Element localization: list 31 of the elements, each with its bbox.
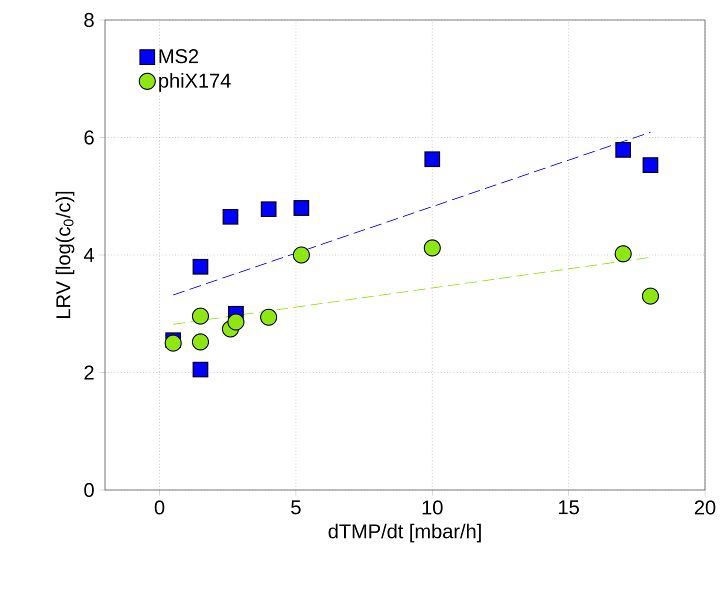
point (260, 308, 278, 326)
point (642, 157, 658, 173)
x-tick-label: 20 (694, 500, 716, 515)
x-tick-label: 0 (154, 500, 164, 515)
point (292, 246, 310, 264)
y-tick-label: 0 (84, 482, 94, 498)
point (615, 142, 632, 158)
legend-label: MS2 (160, 49, 198, 64)
point (222, 208, 238, 225)
point (192, 258, 208, 275)
point (164, 334, 182, 352)
point (192, 333, 209, 350)
point (192, 362, 208, 378)
legend-label: phiX174 (159, 73, 231, 92)
point (294, 200, 310, 216)
y-tick-label: 6 (84, 130, 94, 145)
x-tick-label: 15 (559, 500, 579, 514)
point (424, 151, 440, 168)
x-axis-title: dTMP/dt [mbar/h] (328, 524, 481, 542)
y-tick-label: 8 (84, 12, 94, 28)
point (260, 201, 277, 218)
point (192, 308, 209, 325)
x-tick-label: 10 (422, 500, 443, 515)
point (642, 288, 659, 305)
point (614, 245, 632, 262)
y-tick-label: 2 (84, 366, 94, 380)
y-axis-title: LRV [log(c$_{0}$/c)] (56, 192, 74, 318)
point (424, 239, 441, 256)
y-tick-label: 4 (84, 248, 94, 262)
x-tick-label: 5 (291, 500, 301, 514)
point (227, 313, 244, 331)
